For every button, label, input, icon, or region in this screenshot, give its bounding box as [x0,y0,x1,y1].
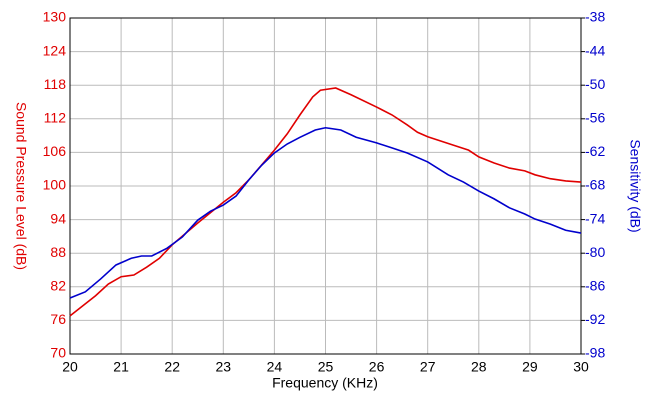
y2-tick-label: -92 [585,311,605,327]
y2-tick-label: -86 [585,278,605,294]
plot-frame [69,17,582,355]
y-tick-label: 130 [43,9,67,25]
y-tick-label: 70 [50,345,66,361]
x-tick-label: 26 [369,359,385,375]
y-tick-label: 88 [50,244,66,260]
y2-tick-label: -80 [585,244,605,260]
x-tick-label: 22 [164,359,180,375]
y2-tick-label: -62 [585,143,605,159]
x-tick-label: 29 [522,359,538,375]
y-tick-label: 112 [44,110,67,126]
x-tick-label: 30 [573,359,589,375]
data-line [69,126,582,299]
x-tick-label: 21 [113,359,129,375]
x-tick-label: 25 [318,359,334,375]
x-tick-label: 24 [267,359,283,375]
y2-tick-label: -56 [585,110,605,126]
y-tick-label: 118 [44,76,67,92]
y2-axis-label: Sensitivity (dB) [627,139,643,232]
y2-tick-label: -74 [585,210,605,226]
y2-tick-label: -38 [585,9,605,25]
y2-tick-label: -68 [585,177,605,193]
y-axis-label: Sound Pressure Level (dB) [13,102,29,270]
y-tick-label: 94 [50,210,66,226]
y-tick-label: 76 [50,311,66,327]
y-tick-label: 124 [43,42,67,58]
x-tick-label: 23 [216,359,232,375]
y-tick-label: 82 [50,278,66,294]
y2-tick-label: -50 [585,76,605,92]
x-tick-label: 28 [471,359,487,375]
y2-tick-label: -98 [585,345,605,361]
x-tick-label: 27 [420,359,436,375]
y-tick-label: 100 [43,177,67,193]
y2-tick-label: -44 [585,42,605,58]
data-line [69,87,582,317]
y-tick-label: 106 [43,143,67,159]
x-axis-label: Frequency (KHz) [272,375,378,391]
x-tick-label: 20 [62,359,78,375]
